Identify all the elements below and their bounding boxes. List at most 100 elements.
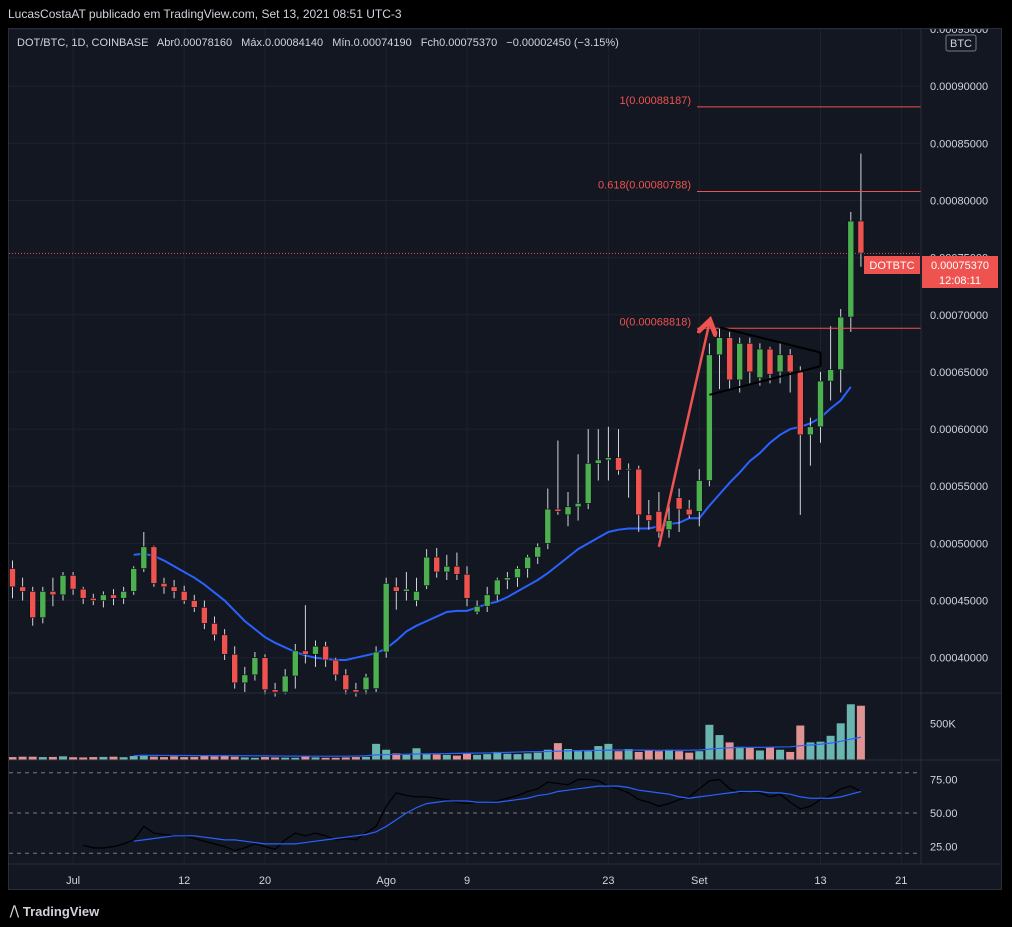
candle-body — [352, 689, 360, 693]
candle-body — [554, 508, 562, 512]
volume-bar — [149, 756, 158, 760]
volume-bar — [806, 742, 815, 760]
tradingview-logo-icon: ⧸⧹ — [10, 905, 19, 920]
volume-bar — [28, 756, 37, 760]
candle-body — [453, 565, 461, 575]
volume-bar — [755, 750, 764, 760]
candle-body — [59, 575, 67, 596]
candle-body — [79, 588, 87, 599]
trend-arrow — [657, 323, 710, 548]
candle-body — [615, 457, 622, 471]
candle-body — [201, 607, 208, 624]
candle-body — [463, 573, 471, 599]
volume-bar — [422, 754, 431, 760]
grid — [9, 29, 921, 864]
candle-body — [110, 594, 117, 599]
tradingview-logo[interactable]: ⧸⧹ TradingView — [10, 904, 99, 920]
candle-body — [665, 520, 673, 530]
candle-body — [251, 657, 259, 676]
price-tag-symbol-bg — [864, 256, 920, 274]
candle-body — [362, 676, 370, 691]
price-tick-label: 0.00090000 — [930, 81, 988, 93]
candle-body — [766, 348, 774, 375]
candle-body — [271, 689, 279, 693]
volume-bar — [856, 705, 865, 760]
candle-body — [504, 577, 511, 581]
volume-bar — [503, 753, 512, 760]
volume-bar — [392, 753, 401, 760]
candle-body — [49, 591, 57, 596]
volume-bar — [129, 755, 138, 760]
price-tick-label: 0.00055000 — [930, 481, 988, 493]
candle-body — [372, 651, 380, 689]
volume-bar — [796, 725, 805, 760]
candle-body — [39, 591, 47, 618]
volume-bar — [543, 749, 552, 760]
volume-bar — [483, 754, 492, 760]
rsi-ma-line — [133, 785, 862, 845]
candle-body — [635, 468, 643, 516]
candle-body — [685, 508, 693, 516]
candle-body — [796, 371, 804, 436]
volume-bar — [685, 752, 694, 760]
candle-body — [645, 514, 653, 521]
rsi-layer — [9, 772, 921, 854]
candle-body — [302, 650, 309, 655]
time-tick-label: 23 — [602, 875, 614, 887]
volume-bar — [79, 757, 88, 760]
time-tick-label: Set — [691, 875, 708, 887]
rsi-tick-label: 75.00 — [930, 774, 958, 786]
price-tag-value-bg — [922, 256, 998, 288]
volume-bar — [301, 756, 310, 760]
candlestick-chart[interactable]: 1(0.00088187) 0.618(0.00080788) 0(0.000688… — [9, 29, 1002, 890]
volume-bar — [89, 757, 98, 760]
volume-bar — [473, 754, 482, 760]
footer-bar — [0, 892, 1012, 927]
volume-bar — [564, 749, 572, 760]
volume-bar — [432, 754, 441, 760]
volume-bar — [372, 743, 381, 760]
candle-body — [584, 463, 592, 504]
candle-body — [392, 586, 400, 592]
volume-bar — [230, 756, 239, 760]
candle-body — [493, 579, 501, 596]
volume-bar — [644, 750, 653, 760]
price-tick-label: 0.00085000 — [930, 138, 988, 150]
volume-bar — [594, 746, 603, 760]
price-tick-label: 0.00095000 — [930, 29, 988, 36]
volume-bar — [402, 754, 411, 760]
candle-body — [594, 459, 602, 464]
annotation-layer — [657, 323, 822, 548]
volume-bar — [200, 755, 209, 760]
candle-body — [413, 591, 420, 601]
volume-bar — [119, 757, 128, 760]
candle-body — [675, 497, 683, 510]
moving-average-layer — [133, 386, 852, 661]
candle-body — [160, 583, 168, 588]
fib-level-label: 1(0.00088187) — [619, 95, 691, 107]
volume-bar — [271, 757, 280, 760]
volume-bar — [745, 747, 754, 760]
price-tick-label: 0.00045000 — [930, 596, 988, 608]
volume-bar — [604, 743, 613, 760]
volume-tick-label: 500K — [930, 718, 956, 730]
price-tag-countdown: 12:08:11 — [939, 275, 981, 287]
volume-bar — [614, 751, 623, 760]
candle-body — [29, 591, 37, 618]
volume-bar — [715, 735, 724, 760]
volume-bar — [493, 751, 502, 760]
volume-bar — [109, 756, 118, 760]
volume-bar — [675, 751, 684, 760]
volume-bar — [513, 754, 522, 760]
candle-body — [817, 380, 824, 428]
volume-bar — [281, 757, 290, 760]
currency-badge[interactable] — [945, 34, 977, 52]
candle-body — [423, 556, 430, 586]
candle-body — [403, 588, 410, 592]
volume-bar — [321, 757, 330, 760]
volume-bar — [654, 751, 663, 760]
fib-level-label: 0(0.00068818) — [619, 316, 691, 328]
candle-body — [625, 468, 632, 471]
candle-body — [281, 675, 289, 693]
candle-body — [473, 605, 481, 613]
